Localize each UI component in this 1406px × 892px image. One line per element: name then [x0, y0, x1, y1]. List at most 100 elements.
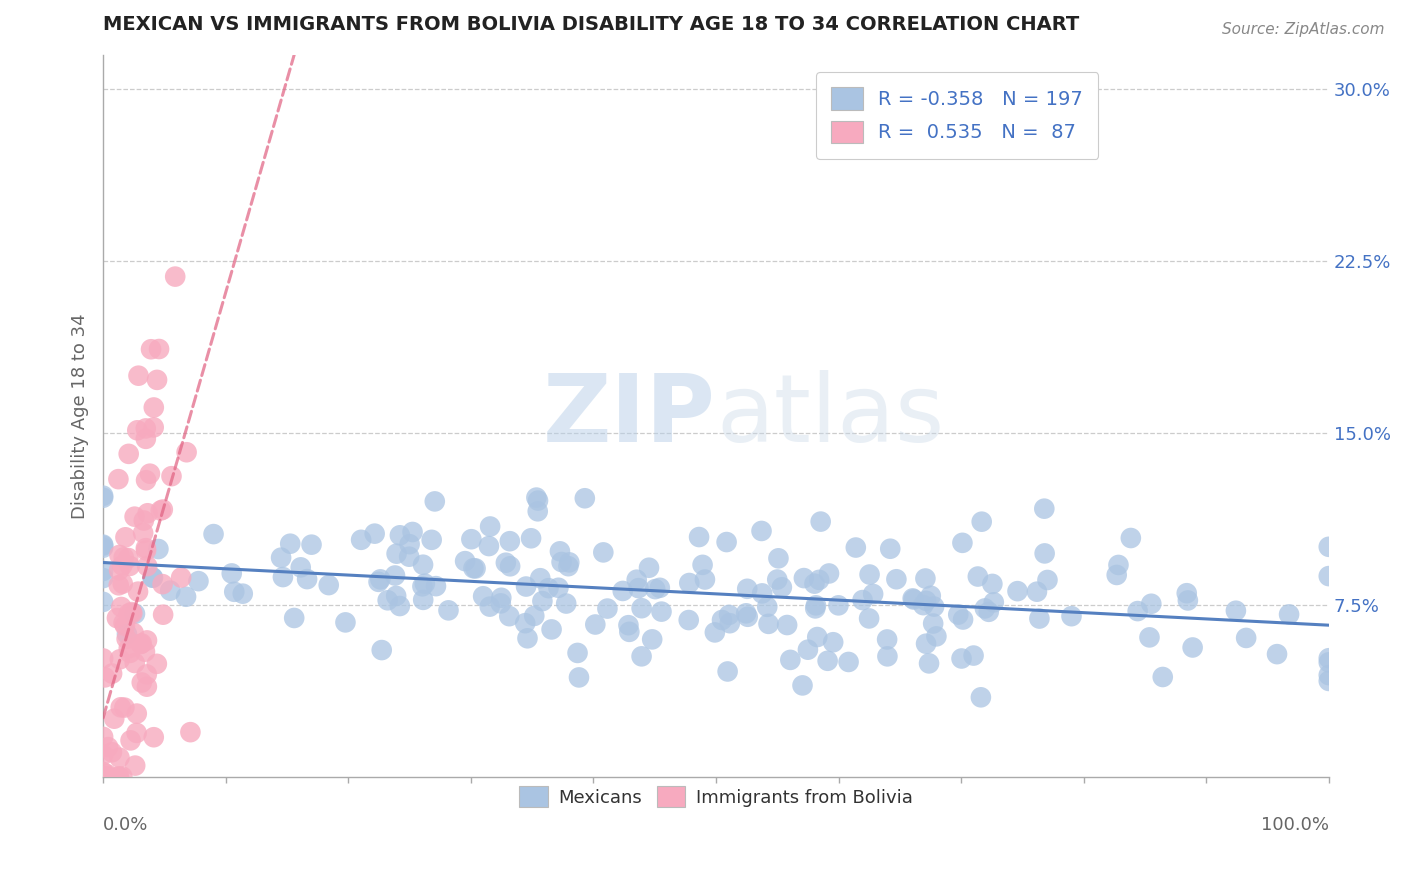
- Point: [770, 580, 793, 594]
- Point: [94, 670, 117, 684]
- Point: [838, 655, 860, 669]
- Point: [232, 587, 254, 601]
- Point: [716, 535, 738, 549]
- Point: [922, 616, 945, 631]
- Point: [1036, 573, 1059, 587]
- Point: [688, 530, 710, 544]
- Point: [174, 590, 197, 604]
- Point: [295, 572, 318, 586]
- Point: [981, 577, 1004, 591]
- Point: [1175, 586, 1198, 600]
- Point: [1126, 604, 1149, 618]
- Point: [970, 515, 993, 529]
- Point: [977, 605, 1000, 619]
- Point: [146, 657, 169, 671]
- Point: [1060, 609, 1083, 624]
- Point: [703, 625, 725, 640]
- Point: [1028, 611, 1050, 625]
- Point: [1033, 501, 1056, 516]
- Point: [526, 491, 548, 505]
- Point: [1317, 651, 1340, 665]
- Point: [808, 573, 831, 587]
- Point: [592, 545, 614, 559]
- Point: [111, 558, 134, 573]
- Point: [827, 599, 849, 613]
- Point: [1152, 670, 1174, 684]
- Point: [804, 601, 827, 615]
- Point: [118, 641, 141, 656]
- Point: [717, 665, 740, 679]
- Point: [983, 595, 1005, 609]
- Point: [612, 584, 634, 599]
- Point: [495, 556, 517, 570]
- Point: [523, 608, 546, 623]
- Point: [91, 489, 114, 503]
- Point: [858, 567, 880, 582]
- Point: [641, 632, 664, 647]
- Legend: Mexicans, Immigrants from Bolivia: Mexicans, Immigrants from Bolivia: [505, 772, 928, 822]
- Point: [388, 528, 411, 542]
- Point: [136, 506, 159, 520]
- Point: [142, 730, 165, 744]
- Point: [630, 649, 652, 664]
- Point: [779, 653, 801, 667]
- Point: [118, 558, 141, 573]
- Point: [914, 572, 936, 586]
- Point: [766, 573, 789, 587]
- Point: [1317, 668, 1340, 682]
- Point: [91, 770, 114, 784]
- Point: [124, 607, 146, 621]
- Point: [574, 491, 596, 506]
- Point: [111, 576, 134, 591]
- Point: [1105, 568, 1128, 582]
- Point: [423, 494, 446, 508]
- Point: [1317, 540, 1340, 554]
- Point: [91, 595, 114, 609]
- Point: [388, 599, 411, 613]
- Point: [711, 613, 734, 627]
- Point: [1108, 558, 1130, 572]
- Point: [110, 599, 132, 614]
- Point: [845, 541, 868, 555]
- Point: [478, 539, 501, 553]
- Point: [547, 581, 569, 595]
- Point: [91, 651, 114, 665]
- Point: [970, 690, 993, 705]
- Point: [886, 572, 908, 586]
- Point: [93, 770, 115, 784]
- Point: [879, 541, 901, 556]
- Point: [537, 581, 560, 595]
- Point: [97, 770, 120, 784]
- Point: [121, 607, 143, 621]
- Point: [127, 423, 149, 437]
- Point: [139, 343, 162, 357]
- Point: [91, 747, 114, 762]
- Point: [638, 560, 661, 574]
- Point: [693, 573, 716, 587]
- Point: [110, 700, 132, 714]
- Point: [159, 583, 181, 598]
- Point: [398, 549, 420, 564]
- Point: [737, 609, 759, 624]
- Point: [464, 561, 486, 575]
- Point: [567, 646, 589, 660]
- Point: [454, 554, 477, 568]
- Point: [925, 629, 948, 643]
- Point: [531, 594, 554, 608]
- Point: [135, 541, 157, 556]
- Point: [1317, 569, 1340, 583]
- Point: [437, 603, 460, 617]
- Point: [91, 770, 114, 784]
- Point: [1026, 584, 1049, 599]
- Point: [806, 630, 828, 644]
- Point: [463, 561, 485, 575]
- Point: [149, 503, 172, 517]
- Point: [529, 571, 551, 585]
- Point: [973, 601, 995, 615]
- Point: [131, 675, 153, 690]
- Point: [202, 527, 225, 541]
- Point: [626, 573, 648, 587]
- Point: [132, 525, 155, 540]
- Point: [768, 551, 790, 566]
- Point: [803, 576, 825, 591]
